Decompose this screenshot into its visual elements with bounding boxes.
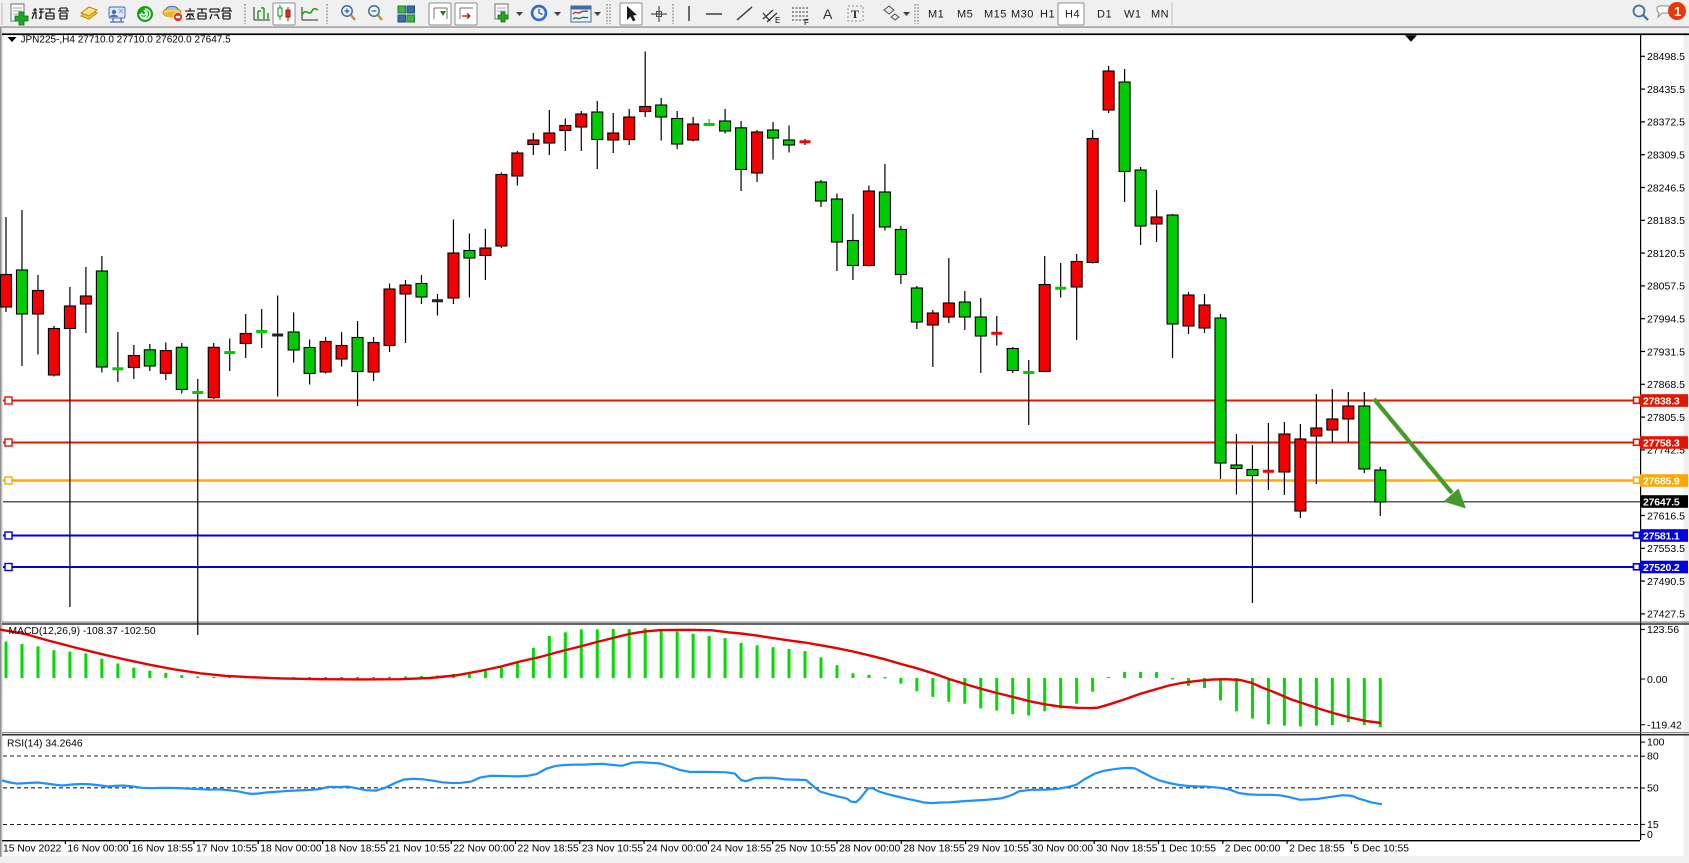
svg-text:30 Nov 18:55: 30 Nov 18:55 bbox=[1096, 844, 1158, 855]
svg-text:25 Nov 10:55: 25 Nov 10:55 bbox=[775, 844, 837, 855]
svg-text:21 Nov 10:55: 21 Nov 10:55 bbox=[389, 844, 451, 855]
svg-text:123.56: 123.56 bbox=[1647, 624, 1679, 636]
svg-text:27685.9: 27685.9 bbox=[1643, 475, 1680, 487]
svg-text:28 Nov 18:55: 28 Nov 18:55 bbox=[903, 844, 965, 855]
svg-text:M30: M30 bbox=[1011, 9, 1034, 21]
svg-text:RSI(14) 34.2646: RSI(14) 34.2646 bbox=[7, 739, 83, 750]
svg-text:100: 100 bbox=[1647, 737, 1665, 749]
svg-text:0.00: 0.00 bbox=[1647, 674, 1668, 686]
svg-text:MACD(12,26,9) -108.37 -102.50: MACD(12,26,9) -108.37 -102.50 bbox=[9, 626, 156, 637]
svg-text:F: F bbox=[804, 18, 809, 27]
svg-text:27647.5: 27647.5 bbox=[1643, 496, 1680, 508]
svg-text:17 Nov 10:55: 17 Nov 10:55 bbox=[196, 844, 258, 855]
svg-text:16 Nov 18:55: 16 Nov 18:55 bbox=[132, 844, 194, 855]
svg-text:2 Dec 00:00: 2 Dec 00:00 bbox=[1225, 844, 1281, 855]
svg-text:2 Dec 18:55: 2 Dec 18:55 bbox=[1289, 844, 1345, 855]
svg-text:28246.5: 28246.5 bbox=[1647, 182, 1685, 194]
svg-text:H1: H1 bbox=[1040, 9, 1055, 21]
svg-text:24 Nov 00:00: 24 Nov 00:00 bbox=[646, 844, 708, 855]
svg-text:1 Dec 10:55: 1 Dec 10:55 bbox=[1161, 844, 1217, 855]
svg-text:50: 50 bbox=[1647, 783, 1659, 795]
svg-text:23 Nov 10:55: 23 Nov 10:55 bbox=[582, 844, 644, 855]
svg-text:27994.5: 27994.5 bbox=[1647, 314, 1685, 326]
svg-text:80: 80 bbox=[1647, 751, 1659, 763]
svg-text:18 Nov 00:00: 18 Nov 00:00 bbox=[260, 844, 322, 855]
svg-text:28435.5: 28435.5 bbox=[1647, 84, 1685, 96]
svg-text:A: A bbox=[823, 6, 833, 22]
svg-text:M15: M15 bbox=[984, 9, 1007, 21]
svg-text:28498.5: 28498.5 bbox=[1647, 51, 1685, 63]
svg-text:28183.5: 28183.5 bbox=[1647, 215, 1685, 227]
svg-text:MN: MN bbox=[1151, 9, 1169, 21]
svg-text:JPN225-,H4 27710.0 27710.0 27: JPN225-,H4 27710.0 27710.0 27620.0 27647… bbox=[21, 34, 232, 45]
svg-text:1: 1 bbox=[1674, 4, 1681, 19]
svg-text:24 Nov 18:55: 24 Nov 18:55 bbox=[710, 844, 772, 855]
svg-text:28 Nov 00:00: 28 Nov 00:00 bbox=[839, 844, 901, 855]
svg-text:D1: D1 bbox=[1097, 9, 1112, 21]
svg-text:28309.5: 28309.5 bbox=[1647, 150, 1685, 162]
svg-text:27931.5: 27931.5 bbox=[1647, 346, 1685, 358]
svg-text:15: 15 bbox=[1647, 819, 1659, 831]
svg-text:27868.5: 27868.5 bbox=[1647, 379, 1685, 391]
svg-text:27838.3: 27838.3 bbox=[1643, 395, 1680, 407]
svg-text:27427.5: 27427.5 bbox=[1647, 609, 1685, 621]
svg-text:16 Nov 00:00: 16 Nov 00:00 bbox=[67, 844, 129, 855]
svg-text:30 Nov 00:00: 30 Nov 00:00 bbox=[1032, 844, 1094, 855]
svg-text:29 Nov 10:55: 29 Nov 10:55 bbox=[968, 844, 1030, 855]
svg-text:18 Nov 18:55: 18 Nov 18:55 bbox=[325, 844, 387, 855]
svg-text:M5: M5 bbox=[957, 9, 973, 21]
svg-text:T: T bbox=[851, 7, 859, 21]
svg-text:27758.3: 27758.3 bbox=[1643, 437, 1680, 449]
svg-text:27616.5: 27616.5 bbox=[1647, 510, 1685, 522]
svg-text:15 Nov 2022: 15 Nov 2022 bbox=[3, 844, 62, 855]
svg-text:27805.5: 27805.5 bbox=[1647, 412, 1685, 424]
svg-text:28057.5: 28057.5 bbox=[1647, 281, 1685, 293]
svg-text:28372.5: 28372.5 bbox=[1647, 117, 1685, 129]
svg-text:-119.42: -119.42 bbox=[1647, 719, 1682, 731]
svg-text:27520.2: 27520.2 bbox=[1643, 562, 1680, 574]
svg-text:22 Nov 18:55: 22 Nov 18:55 bbox=[518, 844, 580, 855]
svg-text:E: E bbox=[775, 16, 780, 25]
svg-text:H4: H4 bbox=[1065, 9, 1080, 21]
svg-text:27553.5: 27553.5 bbox=[1647, 543, 1685, 555]
svg-text:5 Dec 10:55: 5 Dec 10:55 bbox=[1353, 844, 1409, 855]
svg-text:22 Nov 00:00: 22 Nov 00:00 bbox=[453, 844, 515, 855]
svg-text:27581.1: 27581.1 bbox=[1643, 530, 1680, 542]
svg-text:28120.5: 28120.5 bbox=[1647, 248, 1685, 260]
svg-text:M1: M1 bbox=[928, 9, 944, 21]
svg-text:W1: W1 bbox=[1124, 9, 1142, 21]
svg-text:27490.5: 27490.5 bbox=[1647, 576, 1685, 588]
svg-text:0: 0 bbox=[1647, 829, 1653, 841]
